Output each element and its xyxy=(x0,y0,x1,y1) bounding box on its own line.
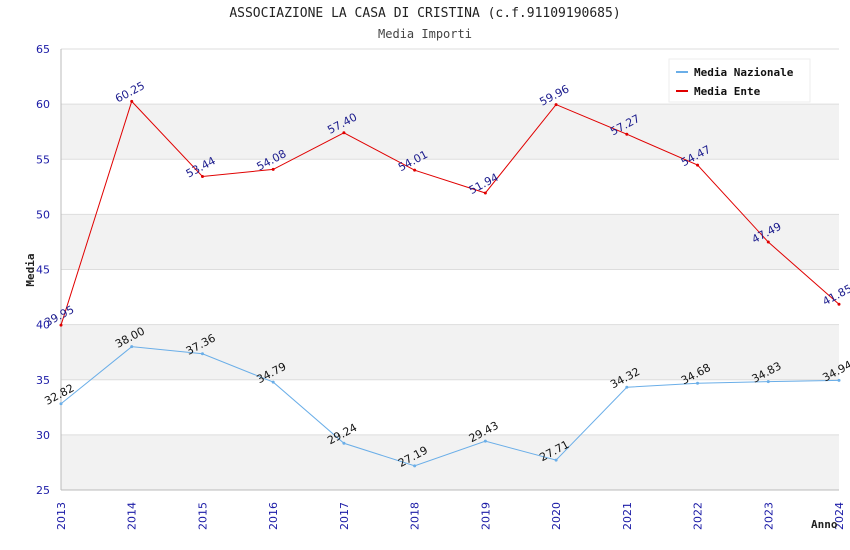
data-point xyxy=(625,132,629,136)
data-point xyxy=(413,168,417,172)
x-axis-title: Anno xyxy=(811,518,838,531)
legend-item: Media Ente xyxy=(694,85,761,98)
x-tick-label: 2015 xyxy=(196,502,209,530)
legend-box xyxy=(668,58,811,103)
data-point xyxy=(625,385,629,389)
y-tick-label: 25 xyxy=(36,484,50,497)
data-point xyxy=(696,163,700,167)
series-line-0 xyxy=(60,346,840,467)
data-point xyxy=(766,380,770,384)
x-tick-label: 2014 xyxy=(126,502,139,530)
data-point xyxy=(59,402,63,406)
data-point xyxy=(59,323,63,327)
y-tick-label: 30 xyxy=(36,429,50,442)
data-point xyxy=(271,167,275,171)
y-tick-label: 40 xyxy=(36,319,50,332)
y-tick-label: 65 xyxy=(36,43,50,56)
x-tick-label: 2013 xyxy=(55,502,68,530)
y-tick-label: 50 xyxy=(36,208,50,221)
grid-band xyxy=(61,434,839,490)
x-tick-label: 2018 xyxy=(409,502,422,530)
data-point xyxy=(200,174,204,178)
x-tick-label: 2024 xyxy=(833,502,846,530)
grid-band xyxy=(61,214,839,270)
data-point xyxy=(483,439,487,443)
data-point xyxy=(342,441,346,445)
x-tick-label: 2019 xyxy=(479,502,492,530)
y-tick-label: 45 xyxy=(36,264,50,277)
data-point xyxy=(696,381,700,385)
data-point xyxy=(554,103,558,107)
data-point xyxy=(554,458,558,462)
grid-band xyxy=(61,324,839,380)
x-tick-label: 2020 xyxy=(550,502,563,530)
x-tick-label: 2023 xyxy=(762,502,775,530)
y-tick-label: 35 xyxy=(36,374,50,387)
x-tick-label: 2016 xyxy=(267,502,280,530)
data-label: 60.25 xyxy=(113,79,147,105)
y-tick-label: 60 xyxy=(36,98,50,111)
chart-subtitle: Media Importi xyxy=(378,27,472,41)
y-tick-label: 55 xyxy=(36,153,50,166)
data-point xyxy=(766,240,770,244)
x-tick-label: 2017 xyxy=(338,502,351,530)
data-point xyxy=(130,345,134,349)
data-label: 41.85 xyxy=(820,282,850,308)
data-point xyxy=(271,380,275,384)
chart-title: ASSOCIAZIONE LA CASA DI CRISTINA (c.f.91… xyxy=(229,6,621,21)
y-axis-title: Media xyxy=(24,253,37,286)
x-tick-label: 2022 xyxy=(692,502,705,530)
data-point xyxy=(200,352,204,356)
data-point xyxy=(483,191,487,195)
grid-band xyxy=(61,104,839,160)
data-point xyxy=(837,302,841,306)
legend-item: Media Nazionale xyxy=(694,66,794,79)
data-label: 51.94 xyxy=(467,171,501,197)
data-point xyxy=(342,131,346,135)
data-point xyxy=(837,378,841,382)
data-point xyxy=(413,464,417,468)
series-line-1 xyxy=(60,100,840,326)
x-tick-label: 2021 xyxy=(621,502,634,530)
data-point xyxy=(130,99,134,103)
